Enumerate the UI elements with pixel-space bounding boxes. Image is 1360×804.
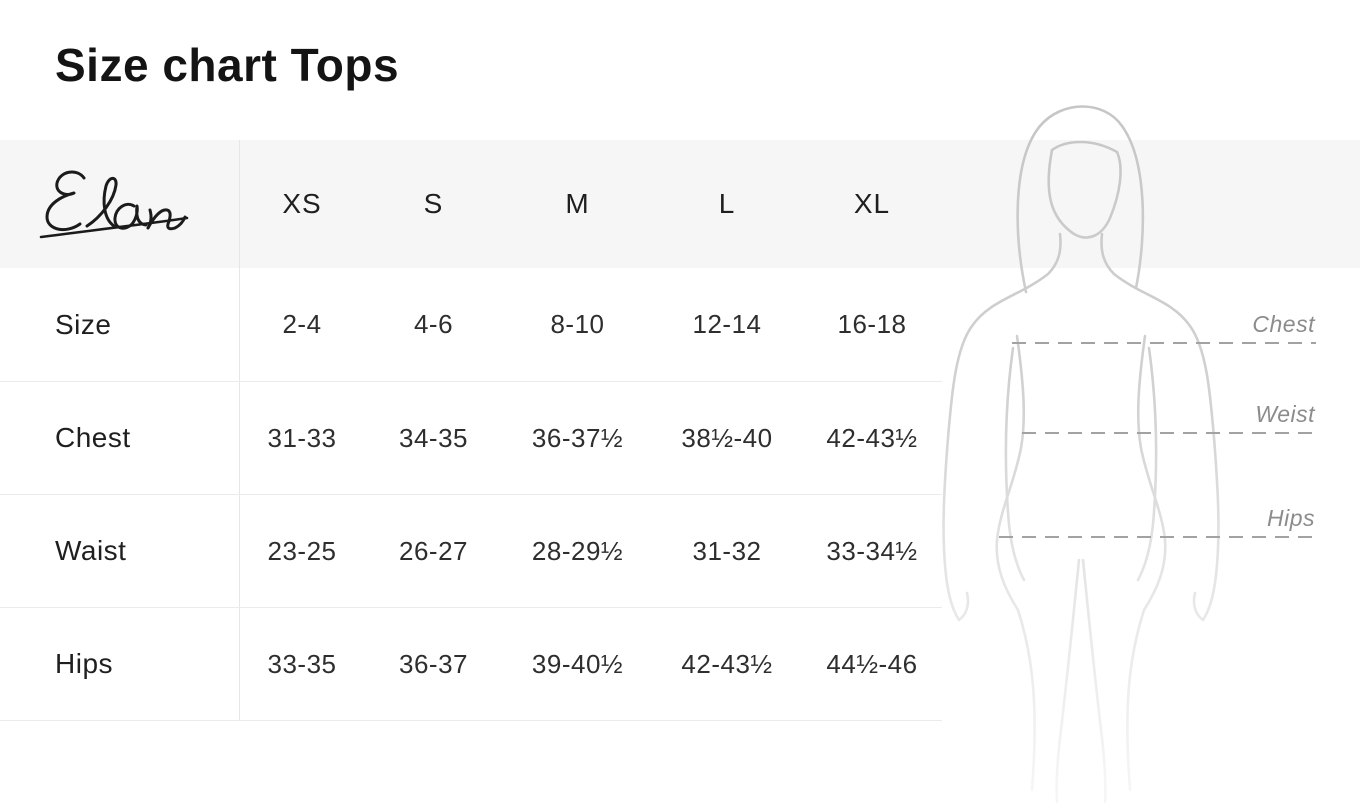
brand-logo-cell: [0, 140, 240, 268]
hips-m: 39-40½: [531, 648, 624, 679]
chest-l: 38½-40: [681, 422, 773, 453]
page-title: Size chart Tops: [55, 39, 400, 91]
column-header-xl: XL: [853, 188, 891, 219]
figure-label-hips: Hips: [1266, 505, 1315, 531]
row-label-size: Size: [0, 268, 240, 381]
table-row-chest: Chest 31-33 34-35 36-37½ 38½-40 42-43½: [0, 382, 942, 495]
table-row-size: Size 2-4 4-6 8-10 12-14 16-18: [0, 268, 942, 382]
chest-m: 36-37½: [531, 422, 624, 453]
waist-xs: 23-25: [267, 535, 337, 566]
hips-s: 36-37: [399, 648, 468, 679]
row-label-chest: Chest: [0, 382, 240, 494]
chest-xs: 31-33: [267, 422, 337, 453]
waist-xl: 33-34½: [826, 535, 918, 566]
column-header-l: L: [718, 188, 736, 219]
figure-label-chest: Chest: [1252, 311, 1315, 337]
figure-label-weist: Weist: [1255, 401, 1315, 427]
size-l: 12-14: [692, 309, 762, 339]
column-header-xs: XS: [282, 188, 322, 219]
table-header-row: XS S M L XL: [0, 140, 942, 268]
hips-l: 42-43½: [681, 648, 773, 679]
waist-m: 28-29½: [531, 535, 624, 566]
row-label-waist: Waist: [0, 495, 240, 607]
waist-s: 26-27: [399, 535, 468, 566]
size-m: 8-10: [550, 309, 605, 339]
hips-xl: 44½-46: [826, 648, 918, 679]
size-xs: 2-4: [282, 309, 322, 339]
waist-l: 31-32: [692, 535, 762, 566]
size-s: 4-6: [413, 309, 454, 339]
column-header-m: M: [565, 188, 590, 219]
size-xl: 16-18: [837, 309, 907, 339]
column-header-s: S: [423, 188, 444, 219]
table-row-waist: Waist 23-25 26-27 28-29½ 31-32 33-34½: [0, 495, 942, 608]
table-row-hips: Hips 33-35 36-37 39-40½ 42-43½ 44½-46: [0, 608, 942, 721]
chest-s: 34-35: [399, 422, 468, 453]
hips-xs: 33-35: [267, 648, 337, 679]
elan-logo-icon: [39, 170, 188, 239]
row-label-hips: Hips: [0, 608, 240, 720]
chest-xl: 42-43½: [826, 422, 918, 453]
size-chart-table: XS S M L XL Size 2-4 4-6 8-10 12-14 16-1…: [0, 140, 942, 721]
